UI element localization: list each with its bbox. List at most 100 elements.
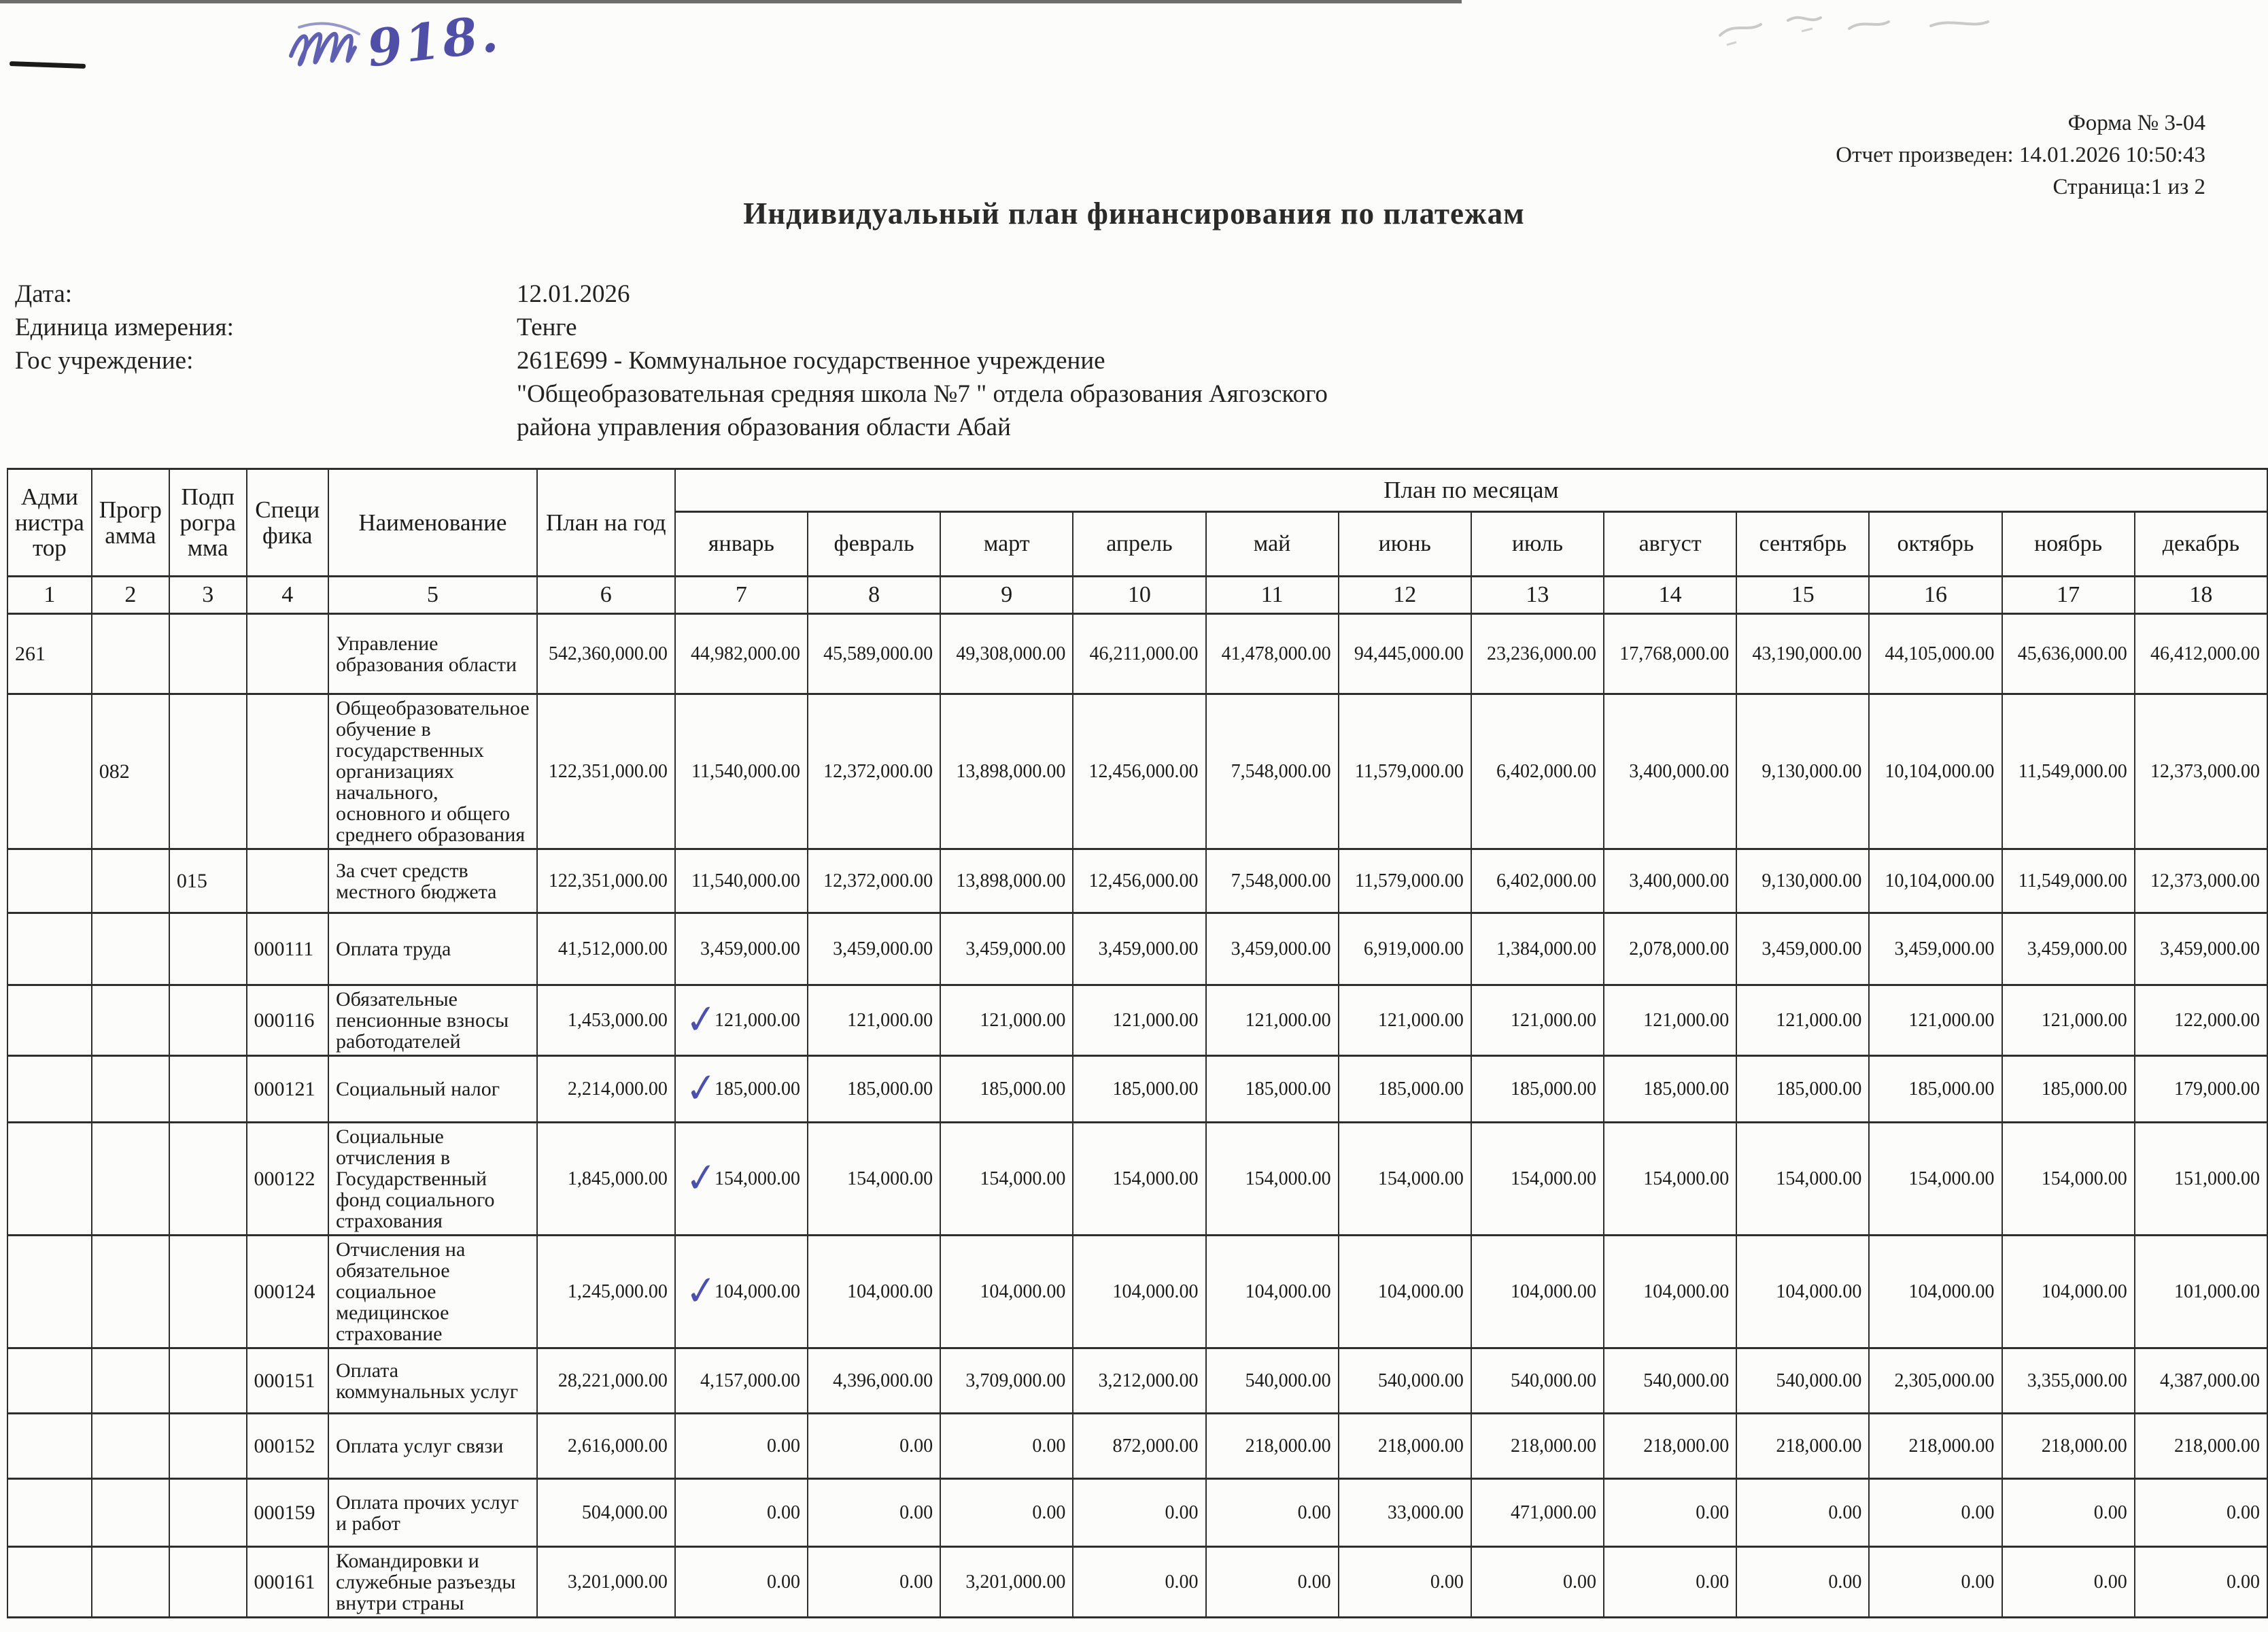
column-number: 9 — [940, 575, 1074, 615]
cell-month-september: 540,000.00 — [1736, 1347, 1870, 1414]
cell-year-plan: 1,453,000.00 — [536, 984, 676, 1057]
cell-month-may: 0.00 — [1205, 1478, 1339, 1548]
cell-specifics: 000152 — [245, 1412, 330, 1480]
column-number: 2 — [90, 575, 170, 615]
cell-month-november: 218,000.00 — [2001, 1412, 2135, 1480]
cell-month-july: 540,000.00 — [1470, 1347, 1605, 1414]
table-body: 261 Управление образования области 542,3… — [7, 613, 2268, 1618]
cell-month-september: 0.00 — [1736, 1478, 1870, 1548]
table-row: 000161 Командировки и служебные разъезды… — [7, 1546, 2268, 1618]
date-label: Дата: — [15, 280, 73, 308]
table-row: 000151 Оплата коммунальных услуг 28,221,… — [7, 1347, 2268, 1414]
cell-month-november: 11,549,000.00 — [2001, 848, 2135, 914]
table-row: 000152 Оплата услуг связи 2,616,000.00 0… — [7, 1412, 2268, 1480]
cell-month-april: 12,456,000.00 — [1072, 848, 1207, 914]
cell-month-january: 3,459,000.00 — [674, 912, 808, 986]
cell-month-august: 185,000.00 — [1603, 1055, 1738, 1123]
cell-month-april: 104,000.00 — [1072, 1234, 1207, 1349]
pen-scribble-icon — [289, 22, 360, 67]
table-row: 000116 Обязательные пенсионные взносы ра… — [7, 984, 2268, 1057]
month-value: 0.00 — [766, 1501, 800, 1523]
form-number: Форма № 3-04 — [2067, 111, 2205, 135]
cell-year-plan: 41,512,000.00 — [536, 912, 676, 986]
cell-program — [90, 613, 170, 695]
month-header-december: декабрь — [2133, 511, 2268, 577]
month-header-july: июль — [1470, 511, 1605, 577]
col-header-year-plan: План на год — [536, 468, 676, 577]
month-value: 121,000.00 — [714, 1009, 800, 1031]
cell-month-november: 3,355,000.00 — [2001, 1347, 2135, 1414]
cell-month-march: 185,000.00 — [940, 1055, 1074, 1123]
institution-value: 261E699 - Коммунальное государственное у… — [517, 347, 1328, 441]
cell-year-plan: 1,245,000.00 — [536, 1234, 676, 1349]
cell-month-october: 121,000.00 — [1868, 984, 2003, 1057]
cell-month-august: 0.00 — [1603, 1546, 1738, 1618]
cell-administrator — [7, 1478, 92, 1548]
cell-month-august: 0.00 — [1603, 1478, 1738, 1548]
cell-specifics — [245, 693, 330, 850]
cell-program — [90, 1121, 170, 1236]
cell-month-june: 33,000.00 — [1337, 1478, 1472, 1548]
cell-month-august: 3,400,000.00 — [1603, 848, 1738, 914]
cell-month-may: 7,548,000.00 — [1205, 693, 1339, 850]
cell-name: Отчисления на обязательное социальное ме… — [328, 1234, 538, 1349]
cell-month-may: 0.00 — [1205, 1546, 1339, 1618]
cell-month-june: 0.00 — [1337, 1546, 1472, 1618]
cell-name: Управление образования области — [328, 613, 538, 695]
month-header-march: март — [940, 511, 1074, 577]
cell-specifics: 000151 — [245, 1347, 330, 1414]
cell-month-december: 12,373,000.00 — [2133, 693, 2268, 850]
table-row: 000121 Социальный налог 2,214,000.00 ✓ 18… — [7, 1055, 2268, 1123]
cell-month-september: 0.00 — [1736, 1546, 1870, 1618]
cell-month-april: 12,456,000.00 — [1072, 693, 1207, 850]
cell-month-october: 218,000.00 — [1868, 1412, 2003, 1480]
cell-month-february: 185,000.00 — [806, 1055, 942, 1123]
cell-name: Командировки и служебные разъезды внутри… — [328, 1546, 538, 1618]
cell-month-january: ✓ 185,000.00 — [674, 1055, 808, 1123]
month-value: 3,459,000.00 — [700, 938, 800, 959]
column-number: 14 — [1603, 575, 1738, 615]
cell-month-may: 218,000.00 — [1205, 1412, 1339, 1480]
cell-month-april: 121,000.00 — [1072, 984, 1207, 1057]
cell-month-march: 0.00 — [940, 1412, 1074, 1480]
cell-month-april: 185,000.00 — [1072, 1055, 1207, 1123]
cell-month-march: 104,000.00 — [940, 1234, 1074, 1349]
cell-month-may: 3,459,000.00 — [1205, 912, 1339, 986]
cell-specifics: 000159 — [245, 1478, 330, 1548]
cell-month-september: 104,000.00 — [1736, 1234, 1870, 1349]
cell-month-september: 154,000.00 — [1736, 1121, 1870, 1236]
cell-specifics — [245, 848, 330, 914]
cell-specifics: 000161 — [245, 1546, 330, 1618]
cell-month-september: 9,130,000.00 — [1736, 848, 1870, 914]
handwritten-checkmark-icon: ✓ — [683, 1153, 719, 1203]
header-row-column-numbers: 1 2 3 4 5 6 7 8 9 10 11 12 13 14 15 16 1… — [7, 575, 2268, 615]
cell-month-august: 540,000.00 — [1603, 1347, 1738, 1414]
cell-month-july: 154,000.00 — [1470, 1121, 1605, 1236]
cell-month-february: 154,000.00 — [806, 1121, 942, 1236]
cell-month-september: 3,459,000.00 — [1736, 912, 1870, 986]
cell-month-july: 23,236,000.00 — [1470, 613, 1605, 695]
cell-name: Общеобразовательное обучение в государст… — [328, 693, 538, 850]
cell-month-december: 218,000.00 — [2133, 1412, 2268, 1480]
cell-month-march: 49,308,000.00 — [940, 613, 1074, 695]
cell-program — [90, 1412, 170, 1480]
cell-month-december: 3,459,000.00 — [2133, 912, 2268, 986]
month-header-june: июнь — [1337, 511, 1472, 577]
cell-program — [90, 848, 170, 914]
cell-month-july: 471,000.00 — [1470, 1478, 1605, 1548]
cell-month-december: 0.00 — [2133, 1478, 2268, 1548]
cell-month-august: 121,000.00 — [1603, 984, 1738, 1057]
scan-edge-line — [0, 0, 1462, 3]
cell-year-plan: 122,351,000.00 — [536, 848, 676, 914]
cell-administrator — [7, 848, 92, 914]
cell-month-february: 0.00 — [806, 1546, 942, 1618]
table-row: 000159 Оплата прочих услуг и работ 504,0… — [7, 1478, 2268, 1548]
cell-month-july: 121,000.00 — [1470, 984, 1605, 1057]
table-row: 015 За счет средств местного бюджета 122… — [7, 848, 2268, 914]
cell-month-november: 121,000.00 — [2001, 984, 2135, 1057]
cell-month-february: 104,000.00 — [806, 1234, 942, 1349]
cell-month-october: 3,459,000.00 — [1868, 912, 2003, 986]
cell-specifics: 000121 — [245, 1055, 330, 1123]
cell-month-september: 121,000.00 — [1736, 984, 1870, 1057]
cell-year-plan: 504,000.00 — [536, 1478, 676, 1548]
